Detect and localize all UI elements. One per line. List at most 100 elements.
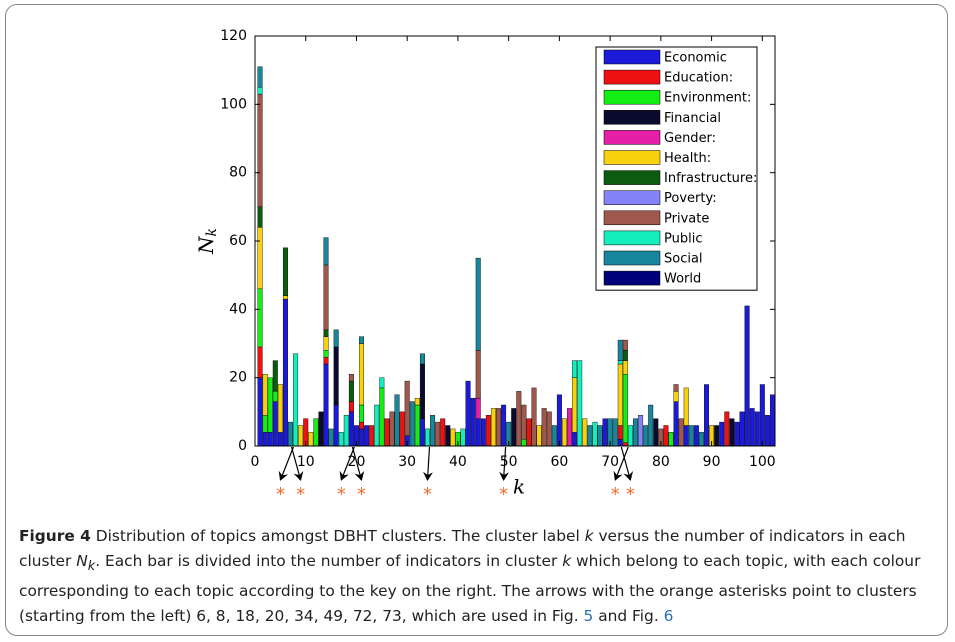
highlight-arrow [499,446,510,481]
bar-segment [450,428,456,447]
bar-segment [663,425,669,447]
bar-segment [739,411,745,447]
legend-swatch [603,270,661,286]
bar-segment [384,418,390,447]
caption-text: N [76,551,88,570]
legend-label: Public [664,231,702,246]
bar-segment [323,237,329,266]
bar-segment [572,377,578,433]
bar-segment [764,415,770,447]
bar-segment [359,428,365,447]
highlight-arrow [278,446,294,481]
bar-segment [521,438,527,447]
bar-segment [359,404,365,423]
bar-segment [419,353,425,365]
bar-segment [348,374,354,382]
bar-segment [435,421,441,447]
highlight-asterisk: * [611,484,620,505]
bar-segment [475,350,481,399]
bar-segment [379,377,385,389]
bar-segment [277,432,283,447]
bar-segment [348,411,354,447]
bar-segment [729,418,735,447]
bar-segment [288,421,293,447]
bar-segment [617,425,623,440]
bar-segment [617,339,623,361]
bar-segment [430,415,436,447]
bar-segment [480,418,486,447]
highlight-asterisk: * [296,484,305,505]
bar-segment [323,356,329,365]
bar-segment [496,408,501,447]
bar-segment [617,438,623,447]
bar-segment [744,305,750,447]
caption-label: Figure 4 [19,527,91,545]
bar-segment [374,404,380,447]
figure-link[interactable]: 5 [583,606,594,625]
figure-link[interactable]: 6 [663,606,674,625]
bar-segment [323,363,329,447]
highlight-arrow [422,446,433,481]
bar-segment [323,329,329,337]
bar-segment [698,432,704,447]
bar-segment [267,377,273,433]
highlight-arrow [339,446,355,481]
highlight-asterisk: * [423,484,432,505]
bar-segment [414,397,420,406]
bar-segment [277,384,283,433]
caption-text: k [87,558,96,574]
bar-segment [622,350,628,361]
bar-segment [262,432,268,447]
bar-segment [333,329,339,348]
legend-swatch [603,170,661,185]
bar-segment [561,418,567,447]
legend-swatch [603,250,661,266]
bar-segment [369,425,375,447]
bar-segment [313,418,319,447]
bar-segment [673,391,679,402]
legend-swatch [603,190,661,205]
y-tick-label: 20 [229,370,247,386]
bar-segment [592,421,598,447]
bar-segment [414,404,420,447]
bar-segment [633,418,638,447]
bar-segment [379,387,385,447]
y-tick-label: 120 [220,28,247,44]
bar-segment [648,404,654,447]
bar-segment [389,411,395,447]
bar-segment [587,425,593,447]
bar-segment [612,418,618,447]
bar-segment [308,432,314,447]
caption-text: Distribution of topics amongst DBHT clus… [90,527,585,545]
bar-segment [257,227,263,290]
highlight-asterisk: * [626,484,635,505]
legend-swatch [603,230,661,246]
bar-segment [267,432,273,447]
legend-label: Poverty: [664,191,717,206]
legend-swatch [603,89,661,105]
highlight-asterisk: * [337,484,346,505]
bar-segment [617,360,623,365]
legend-label: Health: [664,151,711,166]
legend-box [595,46,758,291]
legend-label: Education: [664,71,733,86]
bar-segment [653,418,659,447]
legend-label: Gender: [664,131,716,146]
highlight-asterisk: * [276,484,285,505]
x-tick-label: 90 [703,454,721,470]
bar-segment [475,397,481,419]
caption-text: versus the number of indicators in each … [19,527,906,570]
bar-segment [257,346,263,378]
x-tick-label: 30 [398,454,416,470]
y-axis-label-sub: k [204,228,220,236]
legend-label: Economic [664,51,727,66]
bar-segment [724,411,730,447]
bar-segment [475,418,481,447]
bar-segment [714,425,720,447]
legend-label: Financial [664,111,721,126]
bar-segment [359,421,365,430]
bar-segment [440,418,446,447]
bar-segment [485,415,491,447]
legend-swatch [603,210,661,226]
bar-segment [298,425,304,447]
